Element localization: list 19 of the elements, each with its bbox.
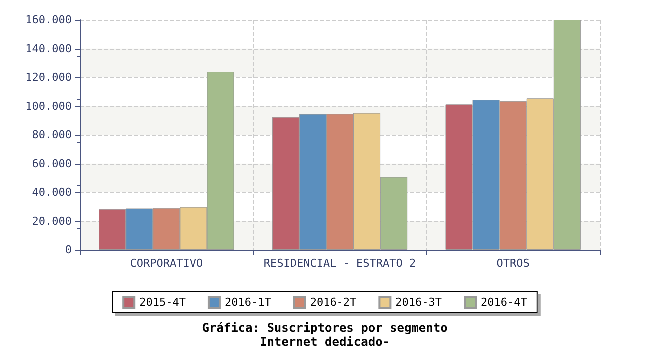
legend-label: 2015-4T [140,296,186,309]
x-tick-label: RESIDENCIAL - ESTRATO 2 [264,257,416,270]
text: Gráfica: Suscriptores por segmento [202,321,448,335]
legend-label: 2016-2T [310,296,358,309]
legend-label: 2016-4T [481,296,528,309]
y-tick-label: 60.000 [32,157,72,170]
y-tick-label: 100.000 [26,100,72,113]
legend-label: 2016-3T [396,296,442,309]
y-tick-label: 40.000 [32,186,72,199]
y-tick-label: 140.000 [26,42,72,56]
y-tick-label: 80.000 [32,128,72,142]
text: Internet dedicado- [260,335,390,349]
x-tick-label: OTROS [496,257,530,270]
legend-label: 2016-1T [224,296,272,309]
x-tick-label: CORPORATIVO [130,257,204,270]
y-tick-label: 120.000 [26,71,72,84]
y-tick-label: 160.000 [26,14,72,26]
y-tick-label: 20.000 [32,214,72,228]
y-tick-label: 0 [65,244,72,256]
